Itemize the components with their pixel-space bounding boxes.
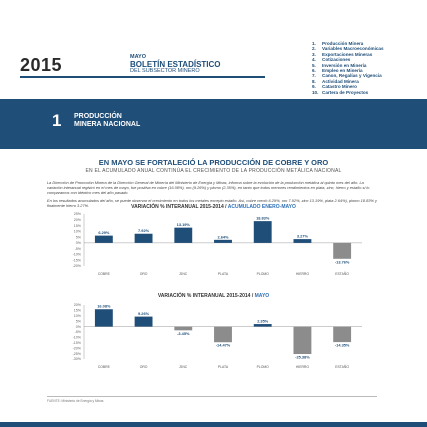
chart-may: 20% 15%10%5% 0%-5% -10%-15%-20% -25%-30% 16.0… (73, 303, 362, 369)
data-label: -3.45% (177, 331, 190, 336)
y-tick-label: 15% (74, 309, 82, 313)
data-label: 13.19% (177, 222, 191, 227)
data-label: 18.83% (256, 216, 270, 221)
y-tick-label: 25% (74, 212, 82, 216)
section-title-line1: PRODUCCIÓN (74, 113, 122, 120)
data-label: -25.38% (295, 355, 310, 360)
subheadline: EN EL ACUMULADO ANUAL CONTINÚA EL CRECIM… (85, 168, 342, 174)
section-number: 1 (52, 111, 62, 130)
headline: EN MAYO SE FORTALECIÓ LA PRODUCCIÓN DE C… (98, 158, 329, 167)
source-footnote: FUENTE: Ministerio de Energía y Minas (47, 399, 104, 403)
y-tick-label: 20% (74, 218, 82, 222)
data-label: 2.64% (217, 234, 229, 239)
data-label: 6.29% (98, 230, 110, 235)
y-tick-label: -20% (73, 264, 82, 268)
section-title: PRODUCCIÓN MINERA NACIONAL (74, 113, 140, 128)
y-tick-label: -30% (73, 357, 82, 361)
category-label: ESTAÑO (335, 271, 349, 276)
report-title: BOLETÍN ESTADÍSTICO (130, 60, 221, 69)
data-label: -14.47% (216, 343, 231, 348)
y-tick-label: -5% (75, 247, 82, 251)
bar (333, 326, 352, 343)
footer-divider (47, 396, 377, 397)
category-label: ZINC (179, 272, 187, 276)
data-label: 2.35% (257, 319, 269, 324)
bar (293, 326, 312, 355)
toc-item[interactable]: 10. Cartera de Proyectos (312, 89, 369, 95)
footer-bar (0, 422, 427, 427)
y-tick-label: -15% (73, 258, 82, 262)
data-label: -13.76% (335, 259, 350, 264)
y-tick-label: 10% (74, 230, 82, 234)
data-label: -14.35% (335, 343, 350, 348)
category-label: ZINC (179, 365, 187, 369)
toc-item[interactable]: 3. Exportaciones Mineras (312, 51, 373, 57)
category-label: ORO (140, 365, 148, 369)
report-year: 2015 (20, 55, 63, 75)
report-month: MAYO (130, 54, 146, 60)
y-tick-label: 5% (76, 235, 82, 239)
toc-item[interactable]: 4. Cotizaciones (312, 57, 351, 63)
category-label: PLATA (218, 365, 229, 369)
y-tick-label: 20% (74, 303, 82, 307)
category-label: PLATA (218, 272, 229, 276)
y-tick-label: -5% (75, 330, 82, 334)
bar (134, 233, 153, 243)
category-label: PLOMO (257, 272, 270, 276)
category-label: ESTAÑO (335, 364, 349, 369)
y-tick-label: -20% (73, 346, 82, 350)
category-label: COBRE (98, 365, 111, 369)
data-label: 16.08% (97, 304, 111, 309)
toc-item[interactable]: 6. Empleo en Minería (312, 68, 363, 74)
bar (293, 239, 312, 243)
toc-item[interactable]: 8. Actividad Minera (312, 78, 359, 84)
y-tick-label: 10% (74, 314, 82, 318)
y-tick-label: 0% (76, 325, 82, 329)
data-label: 9.26% (138, 311, 150, 316)
report-subtitle: DEL SUBSECTOR MINERO (130, 68, 200, 74)
y-tick-label: 5% (76, 319, 82, 323)
category-label: HIERRO (296, 272, 310, 276)
bar (134, 316, 153, 327)
y-tick-label: -15% (73, 341, 82, 345)
section-banner (0, 99, 427, 149)
body-paragraph: La Dirección de Promoción Minera de la D… (47, 180, 370, 195)
y-tick-label: 0% (76, 241, 82, 245)
bar (253, 221, 272, 243)
bar (253, 324, 272, 327)
bar (214, 239, 232, 243)
chart-cumulative: 25% 20% 15% 10%5% 0% -5% -10%-15% -20% 6.29% COBR… (73, 212, 362, 276)
section-title-line2: MINERA NACIONAL (74, 120, 141, 128)
table-of-contents: 1. Producción Minera 2. Variables Macroeco… (312, 41, 384, 95)
bar (174, 227, 193, 243)
bar (94, 235, 113, 243)
category-label: PLOMO (257, 365, 270, 369)
toc-item[interactable]: 9. Catastro Minero (312, 84, 357, 90)
y-tick-label: -10% (73, 336, 82, 340)
header-divider (20, 76, 265, 78)
data-label: 7.92% (138, 228, 150, 233)
category-label: ORO (140, 272, 148, 276)
body-paragraph: En los resultados acumulados del año, se… (47, 198, 377, 208)
toc-item[interactable]: 5. Inversión en Minería (312, 62, 367, 68)
bar (214, 326, 232, 343)
y-tick-label: 15% (74, 224, 82, 228)
toc-item[interactable]: 7. Canon, Regalías y Vigencia (312, 73, 382, 79)
toc-item[interactable]: 2. Variables Macroeconómicas (312, 46, 384, 52)
chart-title-cumulative: VARIACIÓN % INTERANUAL 2015-2014 / ACUMU… (131, 204, 296, 210)
category-label: HIERRO (296, 365, 310, 369)
y-tick-label: -25% (73, 352, 82, 356)
data-label: 3.27% (297, 234, 309, 239)
bar (333, 242, 352, 259)
bar (94, 309, 113, 327)
y-tick-label: -10% (73, 253, 82, 257)
toc-item[interactable]: 1. Producción Minera (312, 41, 364, 46)
bar (174, 326, 193, 331)
category-label: COBRE (98, 272, 111, 276)
chart-title-may: VARIACIÓN % INTERANUAL 2015-2014 / MAYO (157, 293, 270, 299)
